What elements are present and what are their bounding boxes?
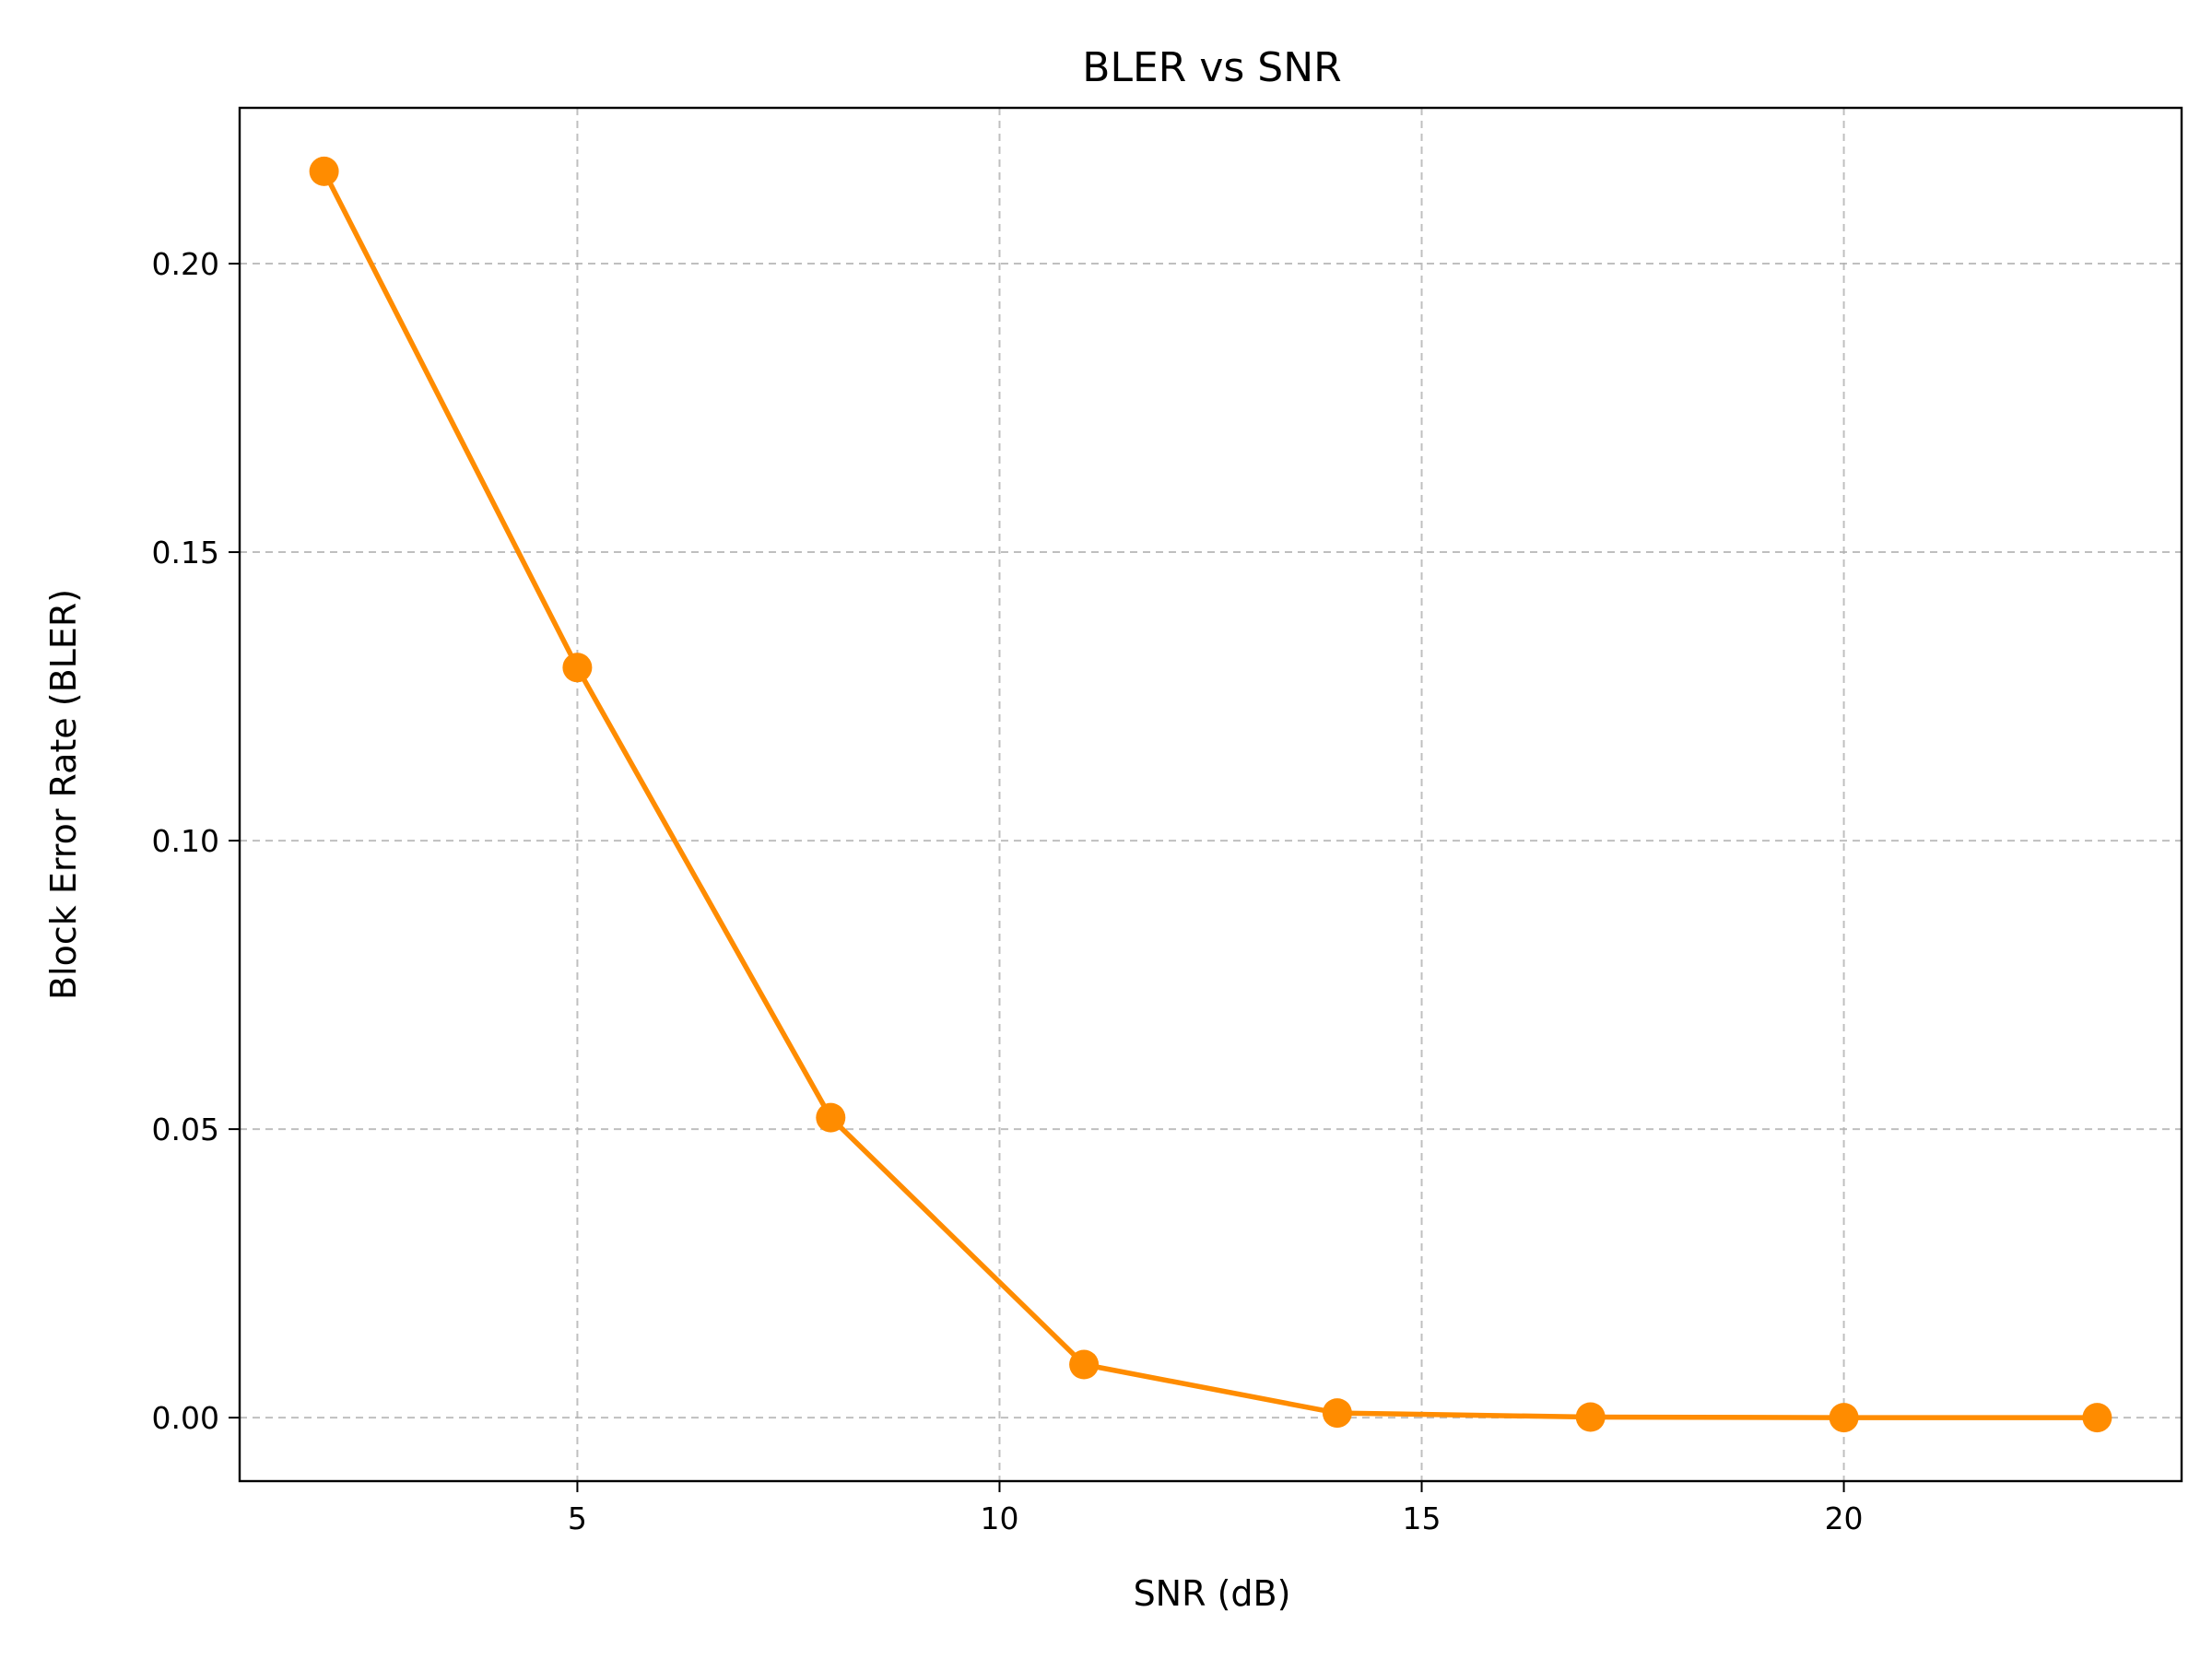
- x-tick-label: 15: [1403, 1500, 1441, 1536]
- data-point: [1322, 1398, 1352, 1429]
- data-point: [562, 653, 593, 683]
- x-tick-label: 10: [980, 1500, 1018, 1536]
- data-point: [1575, 1402, 1606, 1432]
- data-point: [309, 156, 339, 186]
- axis-ticks: 5 10 15 20 0.00 0.05 0.10 0.15 0.20: [152, 246, 1864, 1536]
- x-tick-label: 20: [1825, 1500, 1864, 1536]
- data-point: [1069, 1349, 1100, 1380]
- plot-frame: [238, 106, 2183, 1483]
- x-tick-label: 5: [568, 1500, 587, 1536]
- x-axis-label: SNR (dB): [1134, 1573, 1291, 1614]
- y-tick-label: 0.05: [152, 1112, 219, 1147]
- y-tick-label: 0.10: [152, 823, 219, 859]
- y-tick-label: 0.20: [152, 246, 219, 282]
- y-axis-label: Block Error Rate (BLER): [43, 589, 84, 1000]
- data-point: [1829, 1403, 1859, 1433]
- series-layer: [309, 156, 2112, 1433]
- data-point: [2082, 1403, 2112, 1433]
- y-tick-label: 0.15: [152, 535, 219, 571]
- data-point: [816, 1102, 846, 1133]
- y-tick-label: 0.00: [152, 1400, 219, 1436]
- series-line: [321, 169, 2100, 1420]
- chart-title: BLER vs SNR: [1082, 44, 1341, 91]
